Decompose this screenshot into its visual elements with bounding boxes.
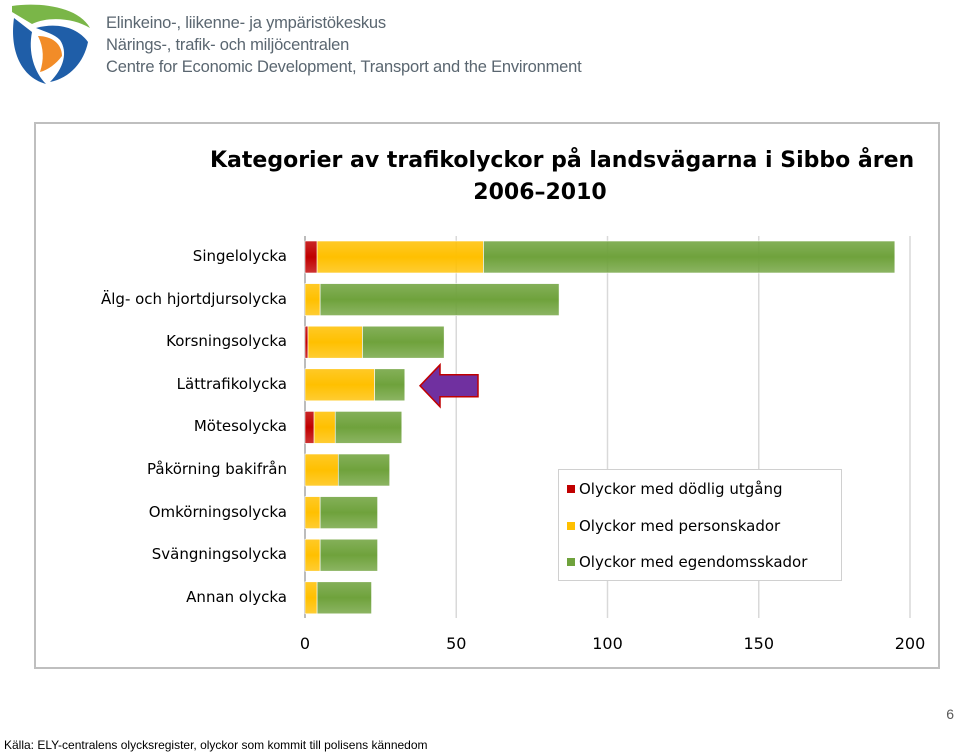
chart-title-years: 2006–2010: [473, 180, 607, 205]
bar-property: [337, 453, 390, 487]
legend-label-fatal: Olyckor med dödlig utgång: [579, 480, 783, 498]
category-label: Älg- och hjortdjursolycka: [101, 289, 287, 308]
bar-injury: [304, 581, 318, 615]
legend-swatch-property: [567, 558, 575, 566]
category-label: Påkörning bakifrån: [147, 460, 287, 478]
legend-swatch-injury: [567, 522, 575, 530]
bar-fatal: [304, 325, 309, 359]
category-label: Svängningsolycka: [151, 545, 287, 564]
source-note: Källa: ELY-centralens olycksregister, ol…: [4, 738, 428, 752]
category-label: Singelolycka: [192, 247, 287, 265]
x-tick-label: 200: [894, 634, 926, 653]
bar-injury: [304, 496, 321, 529]
bar-injury: [304, 368, 375, 402]
category-label: Annan olycka: [186, 587, 287, 606]
legend-label-property: Olyckor med egendomsskador: [579, 553, 808, 571]
legend-label-injury: Olyckor med personskador: [579, 517, 781, 535]
ely-logo: [12, 4, 90, 84]
category-label: Lättrafikolycka: [176, 374, 287, 393]
bar-injury: [304, 283, 321, 316]
bar-property: [334, 411, 403, 444]
x-tick-label: 0: [299, 634, 311, 653]
annotation-arrow: [418, 362, 479, 409]
bar-fatal: [304, 240, 318, 274]
legend-swatch-fatal: [567, 485, 575, 493]
bar-property: [483, 240, 896, 274]
bar-property: [316, 581, 372, 615]
legend-item-injury: Olyckor med personskador: [567, 517, 781, 535]
bar-property: [319, 538, 378, 572]
bar-injury: [313, 411, 336, 444]
bar-injury: [304, 538, 321, 572]
bar-property: [319, 283, 560, 316]
bar-property: [319, 496, 378, 529]
chart-legend: Olyckor med dödlig utgång Olyckor med pe…: [558, 469, 842, 581]
org-name-en: Centre for Economic Development, Transpo…: [106, 58, 582, 76]
page-number: 6: [946, 706, 954, 722]
bar-injury: [307, 325, 363, 359]
category-label: Korsningsolycka: [166, 332, 287, 351]
chart-title: Kategorier av trafikolyckor på landsväga…: [210, 148, 915, 173]
category-label: Mötesolycka: [193, 417, 287, 436]
legend-item-fatal: Olyckor med dödlig utgång: [567, 480, 783, 498]
x-tick-label: 150: [743, 634, 775, 653]
bar-property: [362, 325, 445, 359]
category-label: Omkörningsolycka: [148, 502, 287, 521]
bar-injury: [304, 453, 339, 487]
org-name-sv: Närings-, trafik- och miljöcentralen: [106, 36, 350, 54]
legend-item-property: Olyckor med egendomsskador: [567, 553, 808, 571]
org-name-fi: Elinkeino-, liikenne- ja ympäristökeskus: [106, 14, 386, 32]
x-tick-label: 50: [446, 634, 467, 653]
bar-fatal: [304, 411, 315, 444]
bar-property: [374, 368, 406, 402]
x-tick-label: 100: [592, 634, 623, 653]
bar-injury: [316, 240, 484, 274]
